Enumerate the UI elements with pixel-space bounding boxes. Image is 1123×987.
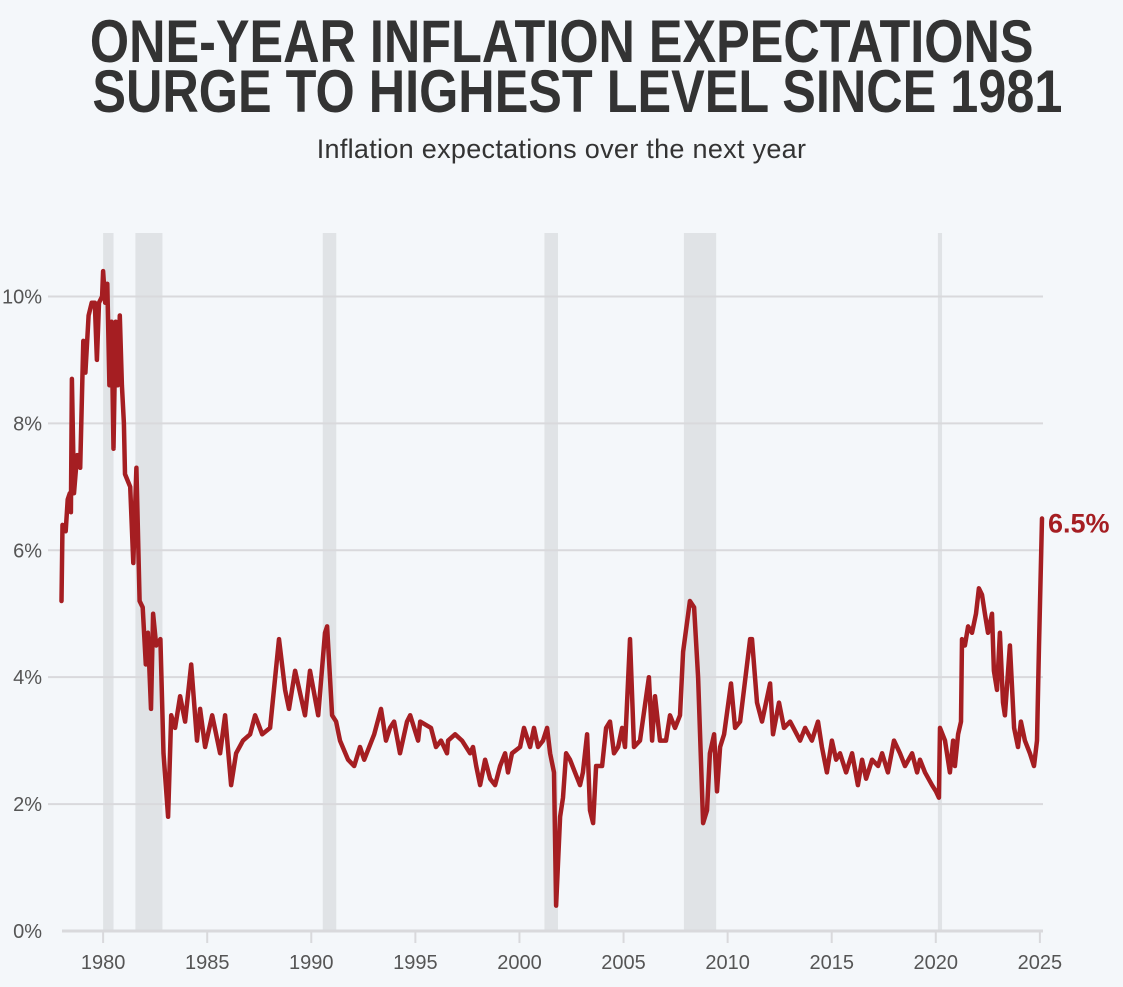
x-tick-label: 2010 bbox=[705, 952, 750, 974]
title-text: SURGE TO HIGHEST LEVEL SINCE 1981 bbox=[92, 58, 1063, 125]
x-tick-label: 1995 bbox=[393, 952, 438, 974]
x-tick-label: 1990 bbox=[289, 952, 334, 974]
x-tick-label: 2005 bbox=[601, 952, 646, 974]
x-tick-label: 1985 bbox=[185, 952, 230, 974]
recession-shading bbox=[103, 233, 943, 931]
y-tick-label: 0% bbox=[13, 921, 42, 943]
end-value-label: 6.5% bbox=[1048, 509, 1110, 539]
recession-band bbox=[544, 233, 558, 931]
x-tick-label: 2020 bbox=[914, 952, 959, 974]
recession-band bbox=[322, 233, 337, 931]
y-tick-label: 10% bbox=[2, 286, 42, 308]
series-line bbox=[59, 268, 1045, 908]
gridlines bbox=[48, 295, 1043, 933]
y-tick-label: 4% bbox=[13, 667, 42, 689]
x-tick-label: 2025 bbox=[1018, 952, 1063, 974]
y-tick-label: 2% bbox=[13, 794, 42, 816]
title-text: ONE-YEAR INFLATION EXPECTATIONS bbox=[89, 8, 1034, 75]
x-tick-label: 2015 bbox=[809, 952, 854, 974]
y-axis: 0% 2% 4% 6% 8% 10% bbox=[2, 286, 42, 943]
x-tick-label: 2000 bbox=[497, 952, 542, 974]
chart-subtitle: Inflation expectations over the next yea… bbox=[316, 134, 807, 164]
chart-title-line-1: ONE-YEAR INFLATION EXPECTATIONS bbox=[0, 12, 1123, 72]
y-tick-label: 8% bbox=[13, 413, 42, 435]
x-axis: 1980 1985 1990 1995 2000 2005 2010 2015 2020 2025 bbox=[81, 931, 1062, 974]
chart-title-line-2: SURGE TO HIGHEST LEVEL SINCE 1981 bbox=[0, 62, 1123, 122]
recession-band bbox=[683, 233, 717, 931]
recession-band bbox=[103, 233, 114, 931]
x-tick-label: 1980 bbox=[81, 952, 126, 974]
recession-band bbox=[937, 233, 943, 931]
y-tick-label: 6% bbox=[13, 540, 42, 562]
